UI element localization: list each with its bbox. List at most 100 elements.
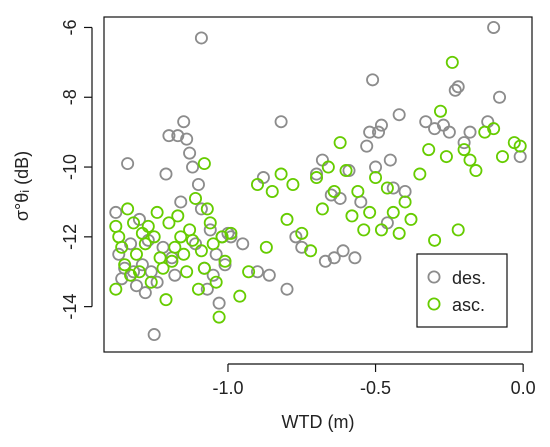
- data-point-asc: [250, 177, 264, 191]
- x-tick-label: -0.5: [360, 378, 391, 398]
- data-point-des: [327, 251, 341, 265]
- data-point-asc: [487, 122, 501, 136]
- data-point-asc: [197, 157, 211, 171]
- data-point-asc: [138, 237, 152, 251]
- data-point-asc: [189, 191, 203, 205]
- data-point-asc: [422, 143, 436, 157]
- data-point-des: [236, 237, 250, 251]
- data-point-des: [419, 115, 433, 129]
- legend: des. asc.: [416, 253, 508, 328]
- data-point-asc: [274, 167, 288, 181]
- data-point-asc: [144, 275, 158, 289]
- data-point-asc: [186, 233, 200, 247]
- y-axis-label: σ°θᵢ (dB): [12, 151, 32, 221]
- data-point-asc: [380, 181, 394, 195]
- data-point-asc: [177, 247, 191, 261]
- data-point-asc: [386, 205, 400, 219]
- data-point-asc: [147, 230, 161, 244]
- data-point-des: [262, 268, 276, 282]
- data-point-des: [194, 31, 208, 45]
- data-point-des: [250, 265, 264, 279]
- x-tick-label: 0.0: [511, 378, 536, 398]
- x-axis: -1.0 -0.5 0.0: [212, 363, 536, 398]
- data-point-asc: [304, 244, 318, 258]
- data-point-des: [448, 83, 462, 97]
- data-point-asc: [369, 171, 383, 185]
- data-point-asc: [398, 195, 412, 209]
- legend-box: [416, 253, 508, 328]
- data-point-des: [383, 153, 397, 167]
- data-point-des: [386, 181, 400, 195]
- data-point-asc: [141, 219, 155, 233]
- data-point-asc: [463, 153, 477, 167]
- data-point-asc: [150, 205, 164, 219]
- data-point-des: [442, 125, 456, 139]
- data-point-asc: [259, 240, 273, 254]
- y-tick-label: -10: [60, 154, 80, 180]
- y-tick-label: -8: [60, 89, 80, 105]
- data-point-des: [203, 223, 217, 237]
- data-point-asc: [174, 230, 188, 244]
- data-point-des: [121, 157, 135, 171]
- data-point-des: [487, 20, 501, 34]
- data-point-des: [112, 247, 126, 261]
- data-point-des: [191, 177, 205, 191]
- data-point-asc: [209, 275, 223, 289]
- data-point-asc: [513, 139, 527, 153]
- data-point-asc: [433, 104, 447, 118]
- data-point-asc: [197, 261, 211, 275]
- data-point-des: [138, 286, 152, 300]
- legend-label-des: des.: [452, 268, 486, 288]
- data-point-asc: [351, 184, 365, 198]
- data-point-asc: [451, 223, 465, 237]
- data-point-asc: [233, 289, 247, 303]
- y-tick-label: -6: [60, 19, 80, 35]
- data-point-asc: [132, 265, 146, 279]
- data-point-des: [135, 258, 149, 272]
- data-point-asc: [115, 240, 129, 254]
- data-point-des: [174, 195, 188, 209]
- data-point-des: [374, 118, 388, 132]
- data-point-asc: [428, 233, 442, 247]
- data-point-asc: [121, 202, 135, 216]
- data-point-asc: [129, 247, 143, 261]
- data-point-asc: [200, 202, 214, 216]
- data-point-des: [168, 268, 182, 282]
- data-point-asc: [495, 150, 509, 164]
- data-point-asc: [345, 209, 359, 223]
- data-point-des: [392, 108, 406, 122]
- data-point-asc: [118, 258, 132, 272]
- data-point-asc: [315, 202, 329, 216]
- data-point-des: [129, 279, 143, 293]
- data-point-asc: [457, 143, 471, 157]
- data-point-asc: [127, 216, 141, 230]
- data-point-asc: [286, 177, 300, 191]
- data-point-des: [180, 132, 194, 146]
- data-point-asc: [165, 254, 179, 268]
- data-point-des: [186, 160, 200, 174]
- data-point-asc: [218, 254, 232, 268]
- data-point-des: [280, 282, 294, 296]
- data-point-asc: [203, 216, 217, 230]
- data-point-des: [372, 125, 386, 139]
- data-point-asc: [445, 55, 459, 69]
- data-point-asc: [212, 310, 226, 324]
- data-point-des: [336, 244, 350, 258]
- data-point-des: [360, 139, 374, 153]
- data-point-asc: [171, 209, 185, 223]
- data-point-des: [177, 115, 191, 129]
- data-point-des: [457, 136, 471, 150]
- x-axis-label: WTD (m): [282, 412, 355, 432]
- data-point-des: [463, 125, 477, 139]
- data-point-asc: [168, 240, 182, 254]
- data-point-des: [493, 90, 507, 104]
- data-point-asc: [404, 212, 418, 226]
- data-point-des: [366, 73, 380, 87]
- data-point-des: [310, 167, 324, 181]
- data-point-asc: [374, 223, 388, 237]
- data-point-des: [159, 167, 173, 181]
- data-point-des: [348, 251, 362, 265]
- data-point-asc: [413, 167, 427, 181]
- data-point-des: [194, 202, 208, 216]
